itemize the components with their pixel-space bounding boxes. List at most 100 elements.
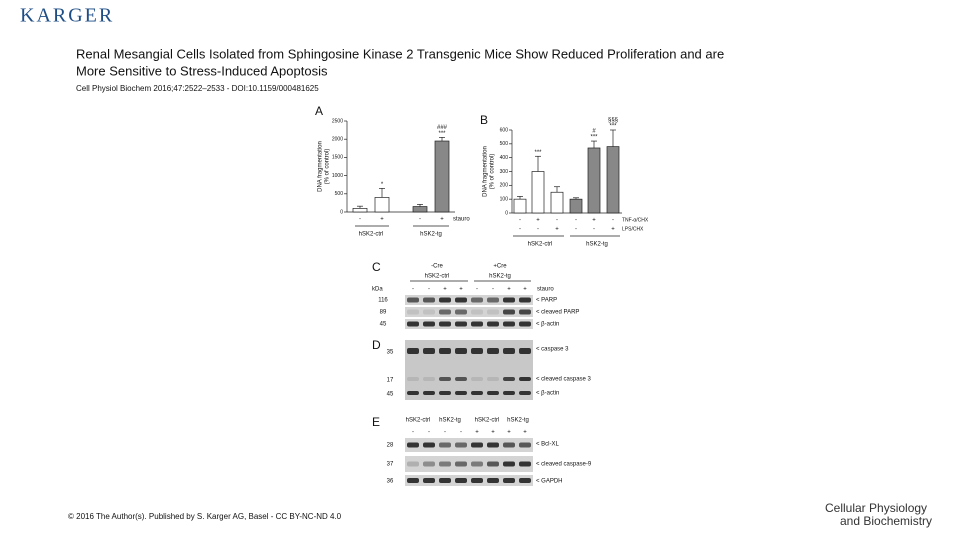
- sign: -: [444, 430, 446, 436]
- publisher-logo: KARGER: [20, 5, 114, 27]
- sign: -: [575, 227, 577, 233]
- kda-marker: 37: [387, 462, 394, 468]
- sign: -: [419, 217, 421, 223]
- band: [407, 321, 419, 327]
- sign: +: [611, 227, 615, 233]
- blot: [405, 456, 533, 472]
- band-label: < cleaved caspase 3: [536, 377, 592, 383]
- blot: [405, 438, 533, 452]
- bar: [434, 140, 450, 213]
- band: [455, 478, 467, 483]
- sign: -: [575, 218, 577, 224]
- blot: [405, 295, 533, 305]
- band: [439, 461, 451, 467]
- y-tick-label: 1500: [332, 155, 343, 161]
- panel-letter: E: [372, 415, 380, 429]
- bar: [352, 208, 368, 213]
- sign: -: [460, 430, 462, 436]
- sign: +: [592, 218, 596, 224]
- sign: -: [593, 227, 595, 233]
- sign: +: [475, 430, 479, 436]
- band: [503, 478, 515, 483]
- annotation: §§§: [608, 118, 618, 124]
- band: [487, 442, 499, 448]
- band: [519, 297, 531, 303]
- bar: [550, 191, 564, 214]
- panel-letter: C: [372, 260, 381, 274]
- sign: -: [556, 218, 558, 224]
- band: [519, 391, 531, 395]
- lane-header: hSK2-tg: [507, 418, 529, 424]
- band: [455, 348, 467, 354]
- band-label: < β-actin: [536, 391, 559, 397]
- band: [439, 297, 451, 303]
- panel-letter: B: [480, 113, 488, 127]
- group-label: hSK2-ctrl: [359, 232, 384, 238]
- sign: +: [555, 227, 559, 233]
- band: [423, 391, 435, 395]
- row-label: TNF-α/CHX: [622, 217, 649, 223]
- sign: -: [612, 218, 614, 224]
- blot: [405, 307, 533, 317]
- journal-logo: and Biochemistry: [840, 514, 932, 528]
- band: [423, 442, 435, 448]
- y-axis-label: (% of control): [325, 149, 331, 185]
- annotation: ***: [609, 124, 617, 130]
- band: [407, 309, 419, 315]
- kda-marker: 89: [380, 310, 387, 316]
- band: [455, 309, 467, 315]
- band: [439, 442, 451, 448]
- band: [455, 297, 467, 303]
- band: [407, 348, 419, 354]
- band: [519, 321, 531, 327]
- y-tick-label: 500: [335, 191, 344, 197]
- band: [487, 478, 499, 483]
- band: [487, 348, 499, 354]
- bar: [513, 198, 527, 214]
- band: [439, 391, 451, 395]
- band: [471, 461, 483, 467]
- lane-header: hSK2-ctrl: [425, 274, 450, 280]
- lane-header: +Cre: [493, 264, 507, 270]
- band: [423, 309, 435, 315]
- band: [455, 391, 467, 395]
- row-label: stauro: [453, 217, 470, 223]
- band: [519, 461, 531, 467]
- lane-header: hSK2-ctrl: [475, 418, 500, 424]
- license: © 2016 The Author(s). Published by S. Ka…: [68, 512, 342, 521]
- y-tick-label: 1000: [332, 173, 343, 179]
- sign: +: [459, 287, 463, 293]
- lane-header: hSK2-tg: [439, 418, 461, 424]
- y-tick-label: 500: [500, 141, 509, 147]
- kda-marker: 17: [387, 378, 394, 384]
- band: [503, 321, 515, 327]
- band: [423, 461, 435, 467]
- band: [487, 391, 499, 395]
- kda-label: kDa: [372, 287, 383, 293]
- sign: +: [440, 217, 444, 223]
- sign: +: [507, 287, 511, 293]
- band: [407, 461, 419, 467]
- sign: +: [491, 430, 495, 436]
- y-tick-label: 100: [500, 196, 509, 202]
- band: [487, 321, 499, 327]
- band-label: < Bcl-XL: [536, 442, 560, 448]
- sign: +: [380, 217, 384, 223]
- band: [503, 297, 515, 303]
- y-tick-label: 400: [500, 155, 509, 161]
- sign: -: [519, 227, 521, 233]
- y-tick-label: 0: [505, 210, 508, 216]
- band: [471, 391, 483, 395]
- band: [407, 442, 419, 448]
- band-label: < GAPDH: [536, 479, 563, 485]
- annotation: #: [592, 129, 596, 135]
- band-label: < PARP: [536, 298, 557, 304]
- group-label: hSK2-tg: [586, 242, 608, 248]
- band: [519, 309, 531, 315]
- annotation: ***: [534, 150, 542, 156]
- sign: -: [359, 217, 361, 223]
- sign: -: [476, 287, 478, 293]
- band: [407, 478, 419, 483]
- band: [471, 309, 483, 315]
- lane-header: hSK2-ctrl: [406, 418, 431, 424]
